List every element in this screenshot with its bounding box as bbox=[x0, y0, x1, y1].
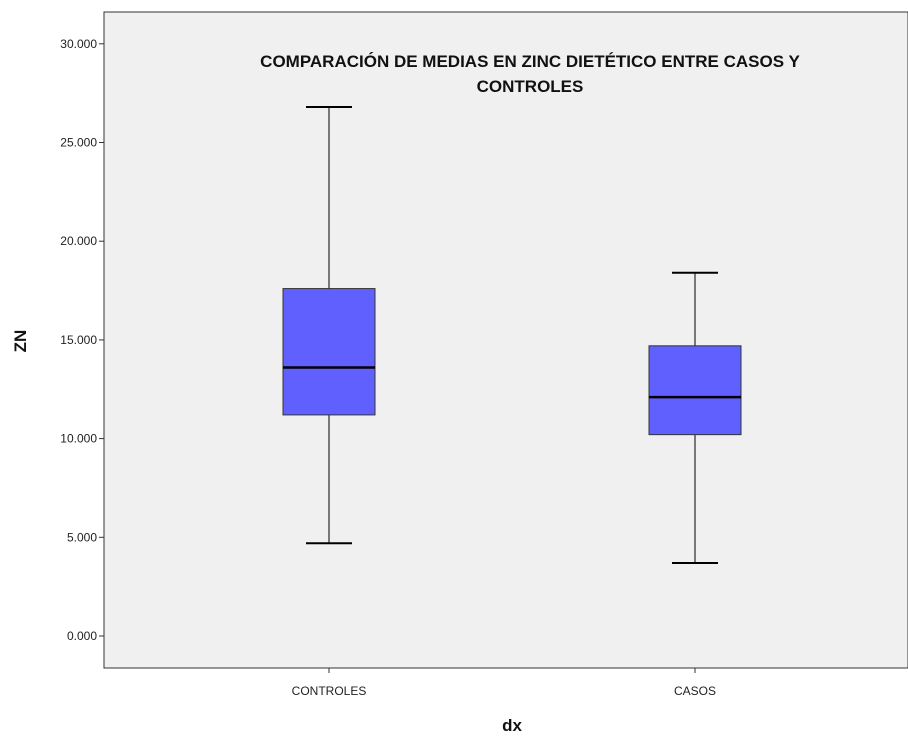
chart-title-line-2: CONTROLES bbox=[477, 77, 584, 96]
box-controles bbox=[282, 105, 376, 545]
y-tick-label: 25.000 bbox=[60, 136, 97, 150]
y-tick-label: 15.000 bbox=[60, 333, 97, 347]
box-series bbox=[282, 105, 742, 564]
y-tick-label: 20.000 bbox=[60, 234, 97, 248]
interquartile-box bbox=[282, 288, 376, 416]
y-axis: 0.000 5.000 10.000 15.000 20.000 25.000 30.000 bbox=[60, 37, 104, 643]
y-tick-label: 0.000 bbox=[67, 629, 97, 643]
x-axis-title: dx bbox=[502, 716, 522, 735]
box-casos bbox=[648, 271, 742, 564]
y-axis-title: ZN bbox=[11, 330, 30, 353]
x-category-label: CONTROLES bbox=[292, 684, 367, 698]
x-axis: CONTROLES CASOS bbox=[292, 668, 716, 698]
chart-title-line-1: COMPARACIÓN DE MEDIAS EN ZINC DIETÉTICO … bbox=[260, 52, 800, 71]
y-tick-label: 30.000 bbox=[60, 37, 97, 51]
plot-area bbox=[103, 11, 908, 669]
y-tick-label: 10.000 bbox=[60, 432, 97, 446]
x-category-label: CASOS bbox=[674, 684, 716, 698]
interquartile-box bbox=[648, 345, 742, 436]
y-tick-label: 5.000 bbox=[67, 530, 97, 544]
